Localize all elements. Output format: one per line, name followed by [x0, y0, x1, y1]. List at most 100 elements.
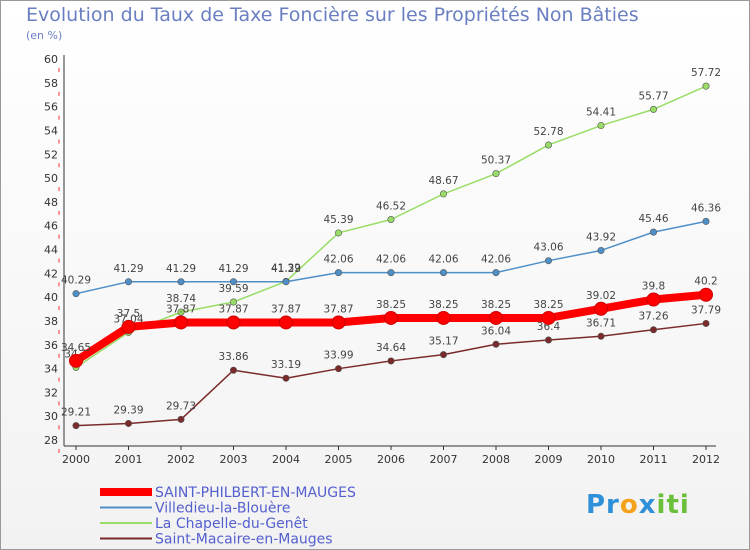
data-label: 39.8: [642, 281, 665, 293]
data-label: 46.52: [376, 200, 406, 212]
data-point: [541, 310, 556, 325]
data-point: [436, 310, 451, 325]
data-point: [649, 326, 657, 334]
legend-label: Saint-Macaire-en-Mauges: [155, 532, 333, 548]
data-point: [282, 374, 290, 382]
y-tick-label: 34: [44, 363, 58, 376]
data-point: [230, 298, 238, 306]
data-label: 37.79: [691, 304, 721, 316]
y-tick-label: 50: [44, 172, 58, 185]
data-point: [439, 351, 447, 359]
data-point: [331, 315, 346, 330]
y-tick-label: 42: [44, 267, 58, 280]
data-label: 43.92: [586, 231, 616, 243]
y-tick-label: 52: [44, 148, 58, 161]
data-label: 37.87: [166, 303, 196, 315]
data-label: 37.5: [117, 308, 140, 320]
data-label: 41.29: [166, 263, 196, 275]
y-tick-label: 46: [44, 220, 58, 233]
data-point: [597, 246, 605, 254]
x-tick-label: 2004: [272, 453, 300, 466]
y-tick-label: 44: [44, 244, 58, 257]
y-tick-label: 30: [44, 410, 58, 423]
data-label: 43.06: [533, 242, 563, 254]
data-label: 33.99: [323, 350, 353, 362]
data-point: [177, 278, 185, 286]
data-label: 52.78: [533, 126, 563, 138]
data-point: [387, 215, 395, 223]
data-label: 41.29: [271, 263, 301, 275]
data-label: 33.86: [218, 351, 248, 363]
x-tick-label: 2000: [62, 453, 90, 466]
y-tick-label: 40: [44, 291, 58, 304]
data-label: 54.41: [586, 107, 616, 119]
data-label: 36.71: [586, 317, 616, 329]
x-tick-label: 2006: [377, 453, 405, 466]
data-label: 37.87: [323, 303, 353, 315]
y-tick-label: 56: [44, 101, 58, 114]
data-label: 37.87: [218, 303, 248, 315]
data-point: [226, 315, 241, 330]
x-tick-label: 2010: [587, 453, 615, 466]
y-tick-label: 48: [44, 196, 58, 209]
data-point: [177, 415, 185, 423]
y-tick-label: 32: [44, 386, 58, 399]
data-point: [125, 419, 133, 427]
data-label: 29.73: [166, 400, 196, 412]
data-label: 37.87: [271, 303, 301, 315]
x-tick-label: 2007: [430, 453, 458, 466]
data-point: [439, 190, 447, 198]
data-point: [282, 278, 290, 286]
data-point: [387, 357, 395, 365]
data-label: 45.39: [323, 214, 353, 226]
data-point: [544, 257, 552, 265]
data-label: 38.25: [481, 299, 511, 311]
data-point: [492, 170, 500, 178]
data-point: [702, 319, 710, 327]
data-label: 38.74: [166, 293, 196, 305]
data-point: [72, 290, 80, 298]
y-tick-label: 36: [44, 339, 58, 352]
data-point: [334, 269, 342, 277]
x-tick-label: 2012: [692, 453, 720, 466]
data-label: 34.65: [61, 342, 91, 354]
legend-label: SAINT-PHILBERT-EN-MAUGES: [155, 485, 356, 501]
y-tick-label: 58: [44, 77, 58, 90]
data-label: 42.06: [376, 254, 406, 266]
y-tick-label: 28: [44, 434, 58, 447]
data-label: 38.25: [428, 299, 458, 311]
data-label: 42.06: [428, 254, 458, 266]
data-label: 35.17: [428, 336, 458, 348]
data-point: [646, 292, 661, 307]
data-label: 38.25: [533, 299, 563, 311]
chart-title: Evolution du Taux de Taxe Foncière sur l…: [26, 4, 639, 26]
data-point: [334, 365, 342, 373]
data-label: 36.04: [481, 325, 511, 337]
data-point: [72, 422, 80, 430]
x-tick-label: 2002: [167, 453, 195, 466]
legend-label: Villedieu-la-Blouère: [155, 501, 291, 517]
data-label: 33.19: [271, 359, 301, 371]
data-label: 46.36: [691, 202, 721, 214]
data-label: 37.26: [638, 311, 668, 323]
x-tick-label: 2005: [325, 453, 353, 466]
data-label: 29.39: [113, 404, 143, 416]
data-point: [177, 308, 185, 316]
data-label: 41.32: [271, 262, 301, 274]
data-point: [597, 332, 605, 340]
data-point: [279, 315, 293, 330]
data-point: [594, 301, 608, 316]
data-point: [230, 366, 238, 374]
data-point: [174, 315, 188, 330]
chart-subtitle: (en %): [26, 29, 63, 42]
proxiti-logo: Proxiti: [586, 490, 690, 520]
data-label: 50.37: [481, 155, 511, 167]
data-label: 55.77: [638, 90, 668, 102]
data-point: [702, 82, 710, 90]
data-label: 41.29: [218, 263, 248, 275]
data-point: [439, 269, 447, 277]
data-point: [387, 269, 395, 277]
x-tick-label: 2003: [220, 453, 248, 466]
